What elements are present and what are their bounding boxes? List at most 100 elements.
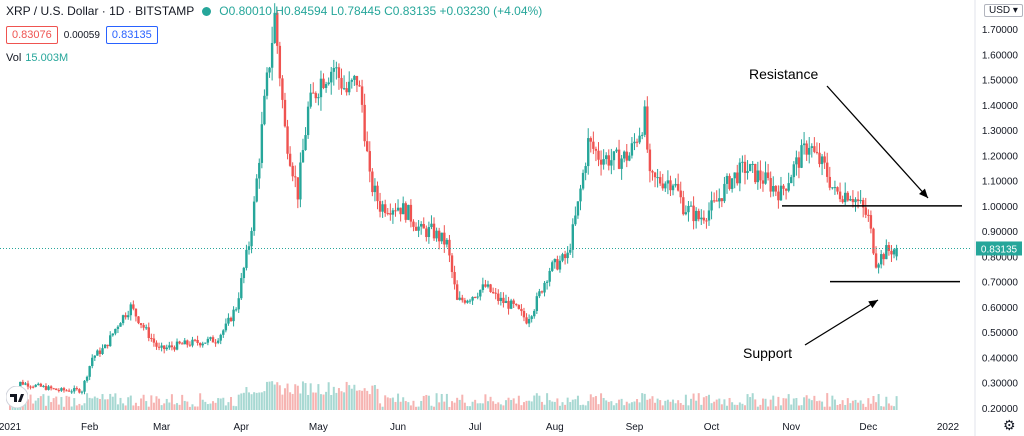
volume-bar <box>304 383 307 410</box>
candle-body <box>769 178 772 192</box>
volume-bar <box>875 402 878 410</box>
volume-bar <box>782 398 785 410</box>
candle-body <box>317 97 320 99</box>
volume-bar <box>492 401 495 410</box>
volume-bar <box>181 394 184 410</box>
candle-body <box>782 185 785 189</box>
candle-body <box>342 88 346 90</box>
volume-bar <box>368 394 371 410</box>
volume-bar <box>212 401 215 410</box>
candle-body <box>574 215 577 225</box>
candle-body <box>60 388 63 391</box>
volume-bar <box>57 404 60 410</box>
volume-bar <box>111 396 114 410</box>
volume-bar <box>810 400 813 410</box>
volume-bar <box>692 393 695 410</box>
volume-bar <box>260 392 263 410</box>
volume-legend: Vol 15.003M <box>6 52 68 64</box>
currency-selector[interactable]: USD ▾ <box>984 4 1023 17</box>
volume-bar <box>499 404 502 410</box>
candle-body <box>101 348 104 354</box>
volume-bar <box>654 402 657 410</box>
volume-bar <box>672 399 675 410</box>
volume-bar <box>641 393 644 410</box>
candle-body <box>494 292 497 294</box>
volume-bar <box>91 398 94 410</box>
volume-bar <box>484 394 487 410</box>
volume-bar <box>32 403 35 410</box>
volume-bar <box>178 404 181 410</box>
candle-body <box>497 293 500 301</box>
candle-body <box>252 201 256 231</box>
sell-price-box[interactable]: 0.83076 <box>6 26 58 44</box>
volume-bar <box>296 385 299 410</box>
candle-body <box>651 171 654 173</box>
candle-body <box>571 224 574 250</box>
x-tick-label: Nov <box>782 422 800 433</box>
tradingview-logo-icon[interactable] <box>6 386 28 408</box>
candle-body <box>173 347 176 350</box>
candle-body <box>409 204 413 222</box>
candle-body <box>417 226 420 231</box>
volume-bar <box>147 406 150 410</box>
volume-bar <box>674 403 677 410</box>
candle-body <box>335 67 338 69</box>
candle-body <box>551 262 554 271</box>
candle-body <box>288 153 292 166</box>
volume-label: Vol <box>6 52 22 64</box>
candle-body <box>584 166 587 173</box>
volume-bar <box>206 404 209 410</box>
volume-bar <box>289 392 292 410</box>
support-arrow <box>804 299 879 346</box>
volume-bar <box>80 405 83 410</box>
volume-bar <box>386 397 389 410</box>
volume-bar <box>245 387 248 410</box>
volume-bar <box>26 399 29 410</box>
volume-bar <box>633 401 636 410</box>
candle-body <box>592 141 595 149</box>
volume-bar <box>168 402 171 410</box>
volume-bar <box>587 401 590 410</box>
gear-icon[interactable]: ⚙ <box>1003 417 1016 433</box>
volume-bar <box>664 400 667 410</box>
candle-body <box>766 172 770 179</box>
volume-bar <box>646 399 649 410</box>
volume-bar <box>140 398 143 410</box>
candle-body <box>736 172 739 184</box>
candle-body <box>689 205 693 207</box>
candle-body <box>34 384 37 387</box>
x-tick-label: Feb <box>81 422 99 433</box>
volume-bar <box>533 395 536 410</box>
candle-body <box>515 303 518 306</box>
candle-body <box>581 172 585 189</box>
buy-price-box[interactable]: 0.83135 <box>105 26 158 44</box>
candle-body <box>301 150 305 163</box>
candle-body <box>826 162 829 177</box>
volume-bar <box>851 400 854 410</box>
volume-bar <box>307 394 310 410</box>
volume-bar <box>517 395 520 410</box>
symbol-title[interactable]: XRP / U.S. Dollar · 1D · BITSTAMP <box>6 4 195 18</box>
candle-body <box>430 223 433 228</box>
volume-bar <box>204 401 207 410</box>
candle-body <box>792 164 796 178</box>
candle-body <box>594 148 598 151</box>
volume-bar <box>119 397 122 410</box>
volume-bar <box>98 398 101 410</box>
candle-body <box>427 227 431 238</box>
volume-bar <box>240 393 243 410</box>
candle-body <box>784 188 788 191</box>
volume-bar <box>217 398 220 410</box>
candle-body <box>19 381 22 389</box>
candle-body <box>502 297 505 304</box>
volume-bar <box>201 399 204 410</box>
candle-body <box>674 183 677 186</box>
volume-bar <box>397 393 400 410</box>
volume-bar <box>363 388 366 410</box>
candle-body <box>340 77 343 89</box>
candle-body <box>273 12 276 43</box>
candle-body <box>389 213 392 215</box>
volume-bar <box>384 395 387 410</box>
y-tick-label: 1.00000 <box>982 202 1019 213</box>
